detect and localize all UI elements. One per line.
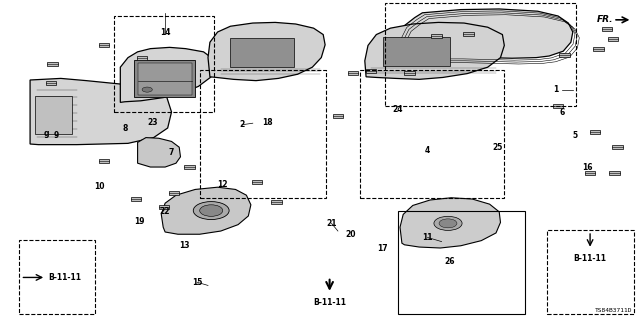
Polygon shape	[396, 9, 573, 59]
Polygon shape	[120, 47, 214, 102]
Text: 14: 14	[160, 28, 170, 37]
Bar	[404, 71, 415, 75]
Text: 4: 4	[424, 146, 429, 155]
Text: B-11-11: B-11-11	[313, 298, 346, 307]
Text: 13: 13	[179, 241, 189, 250]
Text: 11: 11	[422, 233, 433, 242]
Bar	[46, 81, 56, 85]
Text: 26: 26	[445, 257, 455, 266]
Text: 25: 25	[493, 143, 503, 152]
Bar	[99, 44, 109, 47]
Bar	[169, 191, 179, 195]
Text: g: g	[44, 129, 49, 138]
Bar	[138, 63, 192, 95]
Polygon shape	[208, 22, 325, 81]
Text: 5: 5	[572, 132, 577, 140]
Bar	[131, 197, 141, 201]
Bar	[360, 70, 504, 198]
Text: 7: 7	[168, 148, 173, 157]
Bar	[200, 70, 326, 198]
Text: 18: 18	[262, 118, 273, 127]
Polygon shape	[365, 22, 504, 79]
Text: 23: 23	[147, 118, 157, 127]
Text: 15: 15	[192, 278, 202, 287]
Polygon shape	[400, 198, 500, 248]
Bar	[114, 16, 214, 112]
Text: 8: 8	[123, 124, 128, 133]
Polygon shape	[161, 187, 251, 234]
Text: 16: 16	[582, 163, 593, 172]
Circle shape	[439, 219, 457, 228]
Bar	[19, 240, 95, 314]
Text: 22: 22	[160, 207, 170, 216]
Bar	[366, 69, 376, 73]
Bar	[252, 180, 262, 184]
Text: 19: 19	[134, 217, 145, 226]
Bar	[593, 47, 604, 51]
Text: 10: 10	[95, 182, 105, 191]
Bar	[585, 172, 595, 175]
Text: 6: 6	[559, 108, 564, 117]
Bar	[47, 62, 58, 66]
Text: 20: 20	[346, 230, 356, 239]
Text: 9: 9	[54, 131, 59, 140]
Bar	[398, 211, 525, 314]
Circle shape	[142, 87, 152, 92]
Bar	[602, 28, 612, 31]
Bar	[612, 145, 623, 149]
Bar	[590, 130, 600, 134]
Circle shape	[193, 202, 229, 220]
Bar	[134, 60, 195, 97]
Bar	[271, 200, 282, 204]
Bar	[553, 104, 563, 108]
Bar	[608, 37, 618, 41]
Text: TS84B3711D: TS84B3711D	[595, 308, 632, 313]
Text: B-11-11: B-11-11	[573, 254, 607, 263]
Bar	[559, 53, 570, 57]
Bar	[184, 165, 195, 169]
Text: 2: 2	[239, 120, 244, 129]
Text: 1: 1	[553, 85, 558, 94]
Bar	[348, 71, 358, 75]
Bar	[230, 38, 294, 67]
Bar	[137, 56, 147, 60]
Circle shape	[434, 216, 462, 230]
Polygon shape	[138, 138, 180, 167]
Text: 12: 12	[218, 180, 228, 189]
Text: 24: 24	[393, 105, 403, 114]
Bar	[463, 32, 474, 36]
Bar	[383, 37, 450, 66]
Bar	[159, 205, 169, 209]
Bar	[385, 3, 576, 106]
Circle shape	[200, 205, 223, 216]
Text: 17: 17	[378, 244, 388, 253]
Bar	[35, 96, 72, 134]
Bar	[333, 114, 343, 118]
Text: FR.: FR.	[596, 15, 613, 24]
Polygon shape	[30, 78, 172, 145]
Bar	[547, 230, 634, 314]
Bar	[431, 34, 442, 38]
Bar	[609, 172, 620, 175]
Text: 21: 21	[326, 219, 337, 228]
Text: B-11-11: B-11-11	[49, 273, 82, 282]
Bar	[99, 159, 109, 163]
